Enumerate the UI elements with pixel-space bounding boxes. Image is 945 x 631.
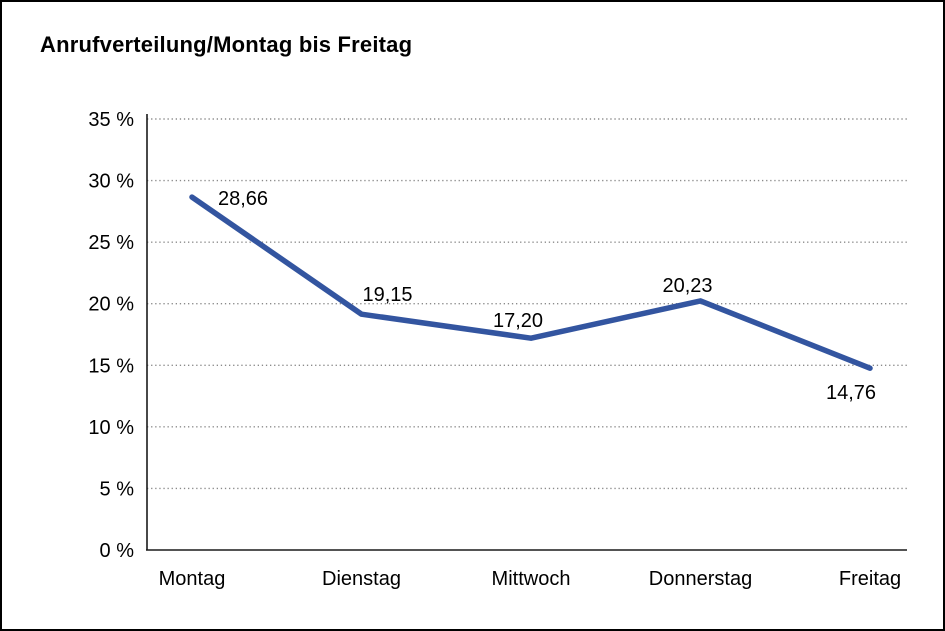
chart-title: Anrufverteilung/Montag bis Freitag: [40, 32, 413, 57]
data-label: 14,76: [826, 382, 876, 404]
x-tick-label: Freitag: [839, 568, 901, 590]
x-tick-label: Montag: [159, 568, 226, 590]
x-tick-label: Dienstag: [322, 568, 401, 590]
data-label: 28,66: [218, 188, 268, 210]
y-tick-label: 5 %: [100, 478, 135, 500]
y-tick-label: 10 %: [88, 417, 134, 439]
y-tick-label: 35 %: [88, 109, 134, 131]
y-tick-label: 0 %: [100, 540, 135, 562]
data-label: 17,20: [493, 310, 543, 332]
data-label: 19,15: [362, 284, 412, 306]
y-tick-label: 15 %: [88, 355, 134, 377]
data-label: 20,23: [662, 275, 712, 297]
x-tick-label: Mittwoch: [492, 568, 571, 590]
x-tick-label: Donnerstag: [649, 568, 752, 590]
y-tick-label: 20 %: [88, 294, 134, 316]
y-tick-label: 30 %: [88, 171, 134, 193]
data-line: [189, 194, 873, 371]
y-tick-label: 25 %: [88, 232, 134, 254]
